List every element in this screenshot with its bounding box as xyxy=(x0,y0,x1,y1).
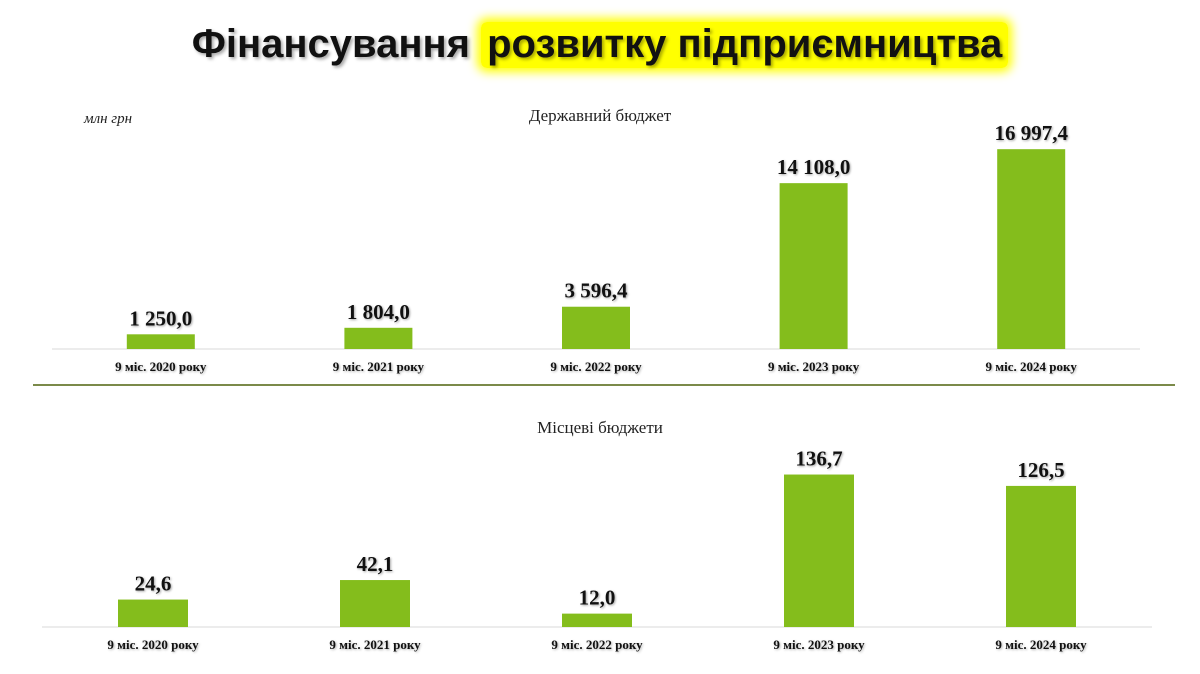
category-label: 9 міс. 2022 року xyxy=(550,359,642,374)
bar xyxy=(126,334,195,349)
data-label: 126,5 xyxy=(1017,458,1064,482)
chart-title-state-budget: Державний бюджет xyxy=(528,106,672,125)
category-label: 9 міс. 2021 року xyxy=(333,359,425,374)
bar xyxy=(784,474,854,627)
data-label: 136,7 xyxy=(795,447,842,471)
data-label: 12,0 xyxy=(579,586,616,610)
category-label: 9 міс. 2024 року xyxy=(986,359,1078,374)
bar xyxy=(562,613,632,627)
bar xyxy=(779,183,848,349)
data-label: 14 108,0 xyxy=(777,155,851,179)
chart-title-local-budgets: Місцеві бюджети xyxy=(537,418,663,437)
data-label: 1 804,0 xyxy=(347,300,410,324)
data-label: 42,1 xyxy=(357,552,394,576)
category-label: 9 міс. 2023 року xyxy=(768,359,860,374)
category-label: 9 міс. 2022 року xyxy=(551,637,643,652)
bar xyxy=(562,306,630,349)
state-budget-chart: 1 250,0 9 міс. 2020 року 1 804,0 9 міс. 202… xyxy=(52,121,1140,374)
category-label: 9 міс. 2023 року xyxy=(773,637,865,652)
bar xyxy=(340,580,410,627)
units-label: млн грн xyxy=(84,111,133,127)
category-label: 9 міс. 2021 року xyxy=(329,637,421,652)
bar xyxy=(118,599,188,627)
title-highlight: розвитку підприємництва xyxy=(481,22,1009,68)
section-divider xyxy=(33,384,1175,386)
data-label: 1 250,0 xyxy=(129,306,192,330)
page-title: Фінансування розвитку підприємництва xyxy=(0,22,1200,68)
data-label: 24,6 xyxy=(135,572,172,596)
data-label: 16 997,4 xyxy=(994,121,1068,145)
title-part-1: Фінансування xyxy=(191,22,482,66)
category-label: 9 міс. 2024 року xyxy=(995,637,1087,652)
bar xyxy=(1006,485,1076,627)
category-label: 9 міс. 2020 року xyxy=(107,637,199,652)
category-label: 9 міс. 2020 року xyxy=(115,359,207,374)
bar xyxy=(344,327,413,349)
data-label: 3 596,4 xyxy=(565,279,629,303)
bar xyxy=(997,149,1066,349)
